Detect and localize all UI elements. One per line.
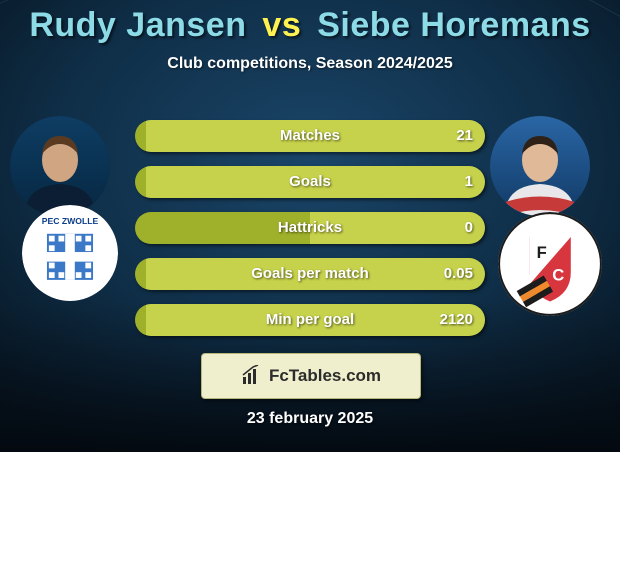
stat-value-right: 0	[465, 212, 473, 244]
stat-row: Hattricks 0	[135, 212, 485, 244]
svg-text:PEC ZWOLLE: PEC ZWOLLE	[42, 216, 99, 226]
stat-label: Hattricks	[135, 212, 485, 244]
content-area: Rudy Jansen vs Siebe Horemans Club compe…	[0, 0, 620, 452]
svg-text:C: C	[552, 266, 564, 285]
page-title: Rudy Jansen vs Siebe Horemans	[0, 0, 620, 45]
generated-date: 23 february 2025	[0, 410, 620, 428]
branding-text: FcTables.com	[269, 366, 381, 386]
player2-club-logo: F C	[498, 212, 602, 316]
player1-club-logo: PEC ZWOLLE	[22, 205, 118, 301]
stat-label: Matches	[135, 120, 485, 152]
player2-name: Siebe Horemans	[317, 6, 590, 44]
player1-avatar	[10, 116, 110, 216]
subtitle: Club competitions, Season 2024/2025	[0, 55, 620, 73]
stat-value-right: 0.05	[444, 258, 473, 290]
stat-row: Min per goal 2120	[135, 304, 485, 336]
branding-card: FcTables.com	[201, 353, 421, 399]
stat-value-right: 2120	[440, 304, 473, 336]
stats-panel: Matches 21 Goals 1 Hattricks 0 Goals per…	[135, 120, 485, 350]
bar-chart-icon	[241, 365, 263, 387]
player2-avatar	[490, 116, 590, 216]
stat-row: Goals per match 0.05	[135, 258, 485, 290]
stat-value-right: 1	[465, 166, 473, 198]
stat-label: Min per goal	[135, 304, 485, 336]
stat-row: Goals 1	[135, 166, 485, 198]
vs-label: vs	[262, 6, 301, 44]
svg-text:F: F	[537, 243, 547, 262]
stat-label: Goals per match	[135, 258, 485, 290]
comparison-infographic: Rudy Jansen vs Siebe Horemans Club compe…	[0, 0, 620, 580]
stat-label: Goals	[135, 166, 485, 198]
stat-value-right: 21	[456, 120, 473, 152]
player1-name: Rudy Jansen	[29, 6, 246, 44]
stat-row: Matches 21	[135, 120, 485, 152]
